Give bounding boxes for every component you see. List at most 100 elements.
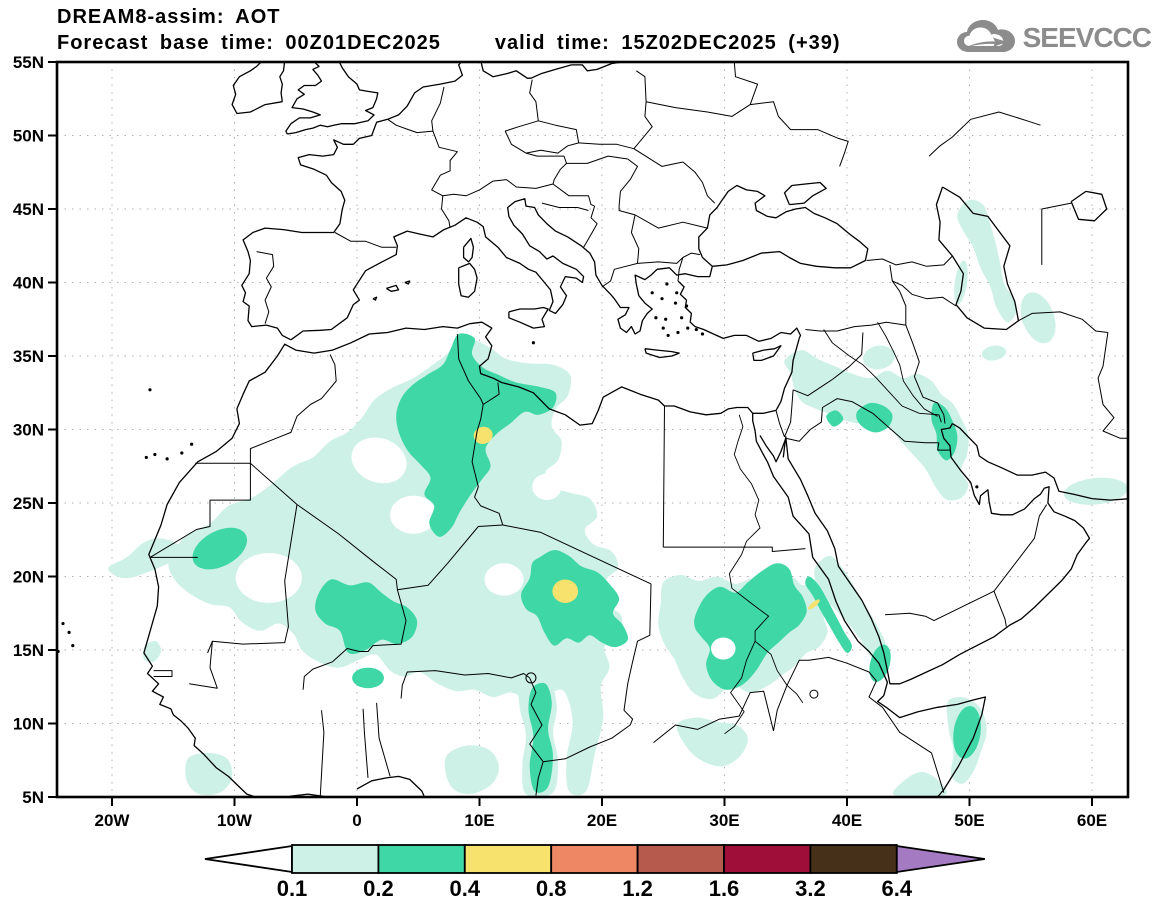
aot-region-0p1 [108, 538, 182, 579]
island-dot [61, 621, 65, 626]
aot-level-0p4-regions [473, 426, 820, 610]
country-border [662, 405, 665, 548]
coastline [644, 348, 680, 359]
coastline [287, 62, 379, 135]
country-border [552, 183, 595, 207]
aot-region-0p1 [814, 555, 887, 664]
island-dot [675, 291, 679, 295]
aot-hole [532, 473, 562, 501]
river [823, 329, 942, 423]
country-border [618, 158, 638, 216]
aot-region-0p1 [957, 199, 1017, 323]
country-border [889, 264, 907, 326]
island-dot [190, 442, 194, 446]
lon-tick-label: 30E [709, 811, 739, 830]
coastline [952, 423, 1128, 501]
island-dot [664, 317, 668, 321]
seevccc-logo: SEEVCCC [955, 16, 1152, 60]
country-border [431, 86, 445, 132]
lon-tick-label: 20E [587, 811, 617, 830]
country-border [866, 255, 953, 267]
island-dot [153, 452, 157, 457]
coastline [356, 775, 425, 797]
aot-region-0p1 [1020, 292, 1056, 344]
aot-region-0p1 [1063, 477, 1128, 505]
aot-region-0p2 [953, 706, 981, 759]
coastline [231, 62, 283, 115]
country-border [646, 101, 849, 167]
legend-value-label: 0.1 [277, 876, 308, 901]
country-border [601, 262, 638, 288]
aot-region-0p2 [192, 527, 248, 570]
plot-titles: DREAM8-assim: AOT Forecast base time: 00… [57, 6, 841, 55]
island-dot [673, 301, 678, 305]
aot-region-0p1 [893, 771, 947, 797]
island-dot [694, 327, 698, 332]
lat-tick-label: 55N [13, 53, 44, 72]
cloud-icon [956, 20, 1015, 52]
aot-region-0p2 [826, 410, 844, 427]
country-border [937, 442, 950, 451]
island-dot [165, 457, 169, 461]
aot-region-0p4 [808, 599, 820, 610]
valid-time: valid time: 15Z02DEC2025 (+39) [494, 32, 841, 54]
coastline [462, 237, 475, 263]
country-border [630, 214, 640, 264]
legend-value-label: 6.4 [882, 876, 913, 901]
island-dot [684, 304, 689, 308]
coastline [143, 321, 800, 797]
country-border [1041, 202, 1072, 265]
country-border [400, 670, 530, 699]
island-dot [67, 630, 71, 634]
lat-tick-label: 50N [13, 127, 44, 146]
country-border [456, 333, 484, 405]
country-border [334, 232, 397, 248]
small-islands [57, 282, 979, 699]
aot-hole [235, 552, 302, 603]
aot-region-0p1 [954, 260, 968, 305]
aot-hole [351, 437, 407, 484]
lon-tick-label: 10W [217, 811, 253, 830]
river [877, 321, 938, 417]
country-border [250, 462, 503, 591]
country-border [634, 214, 708, 229]
country-border [623, 583, 652, 726]
country-border [376, 702, 391, 777]
island-dot [71, 643, 75, 648]
lake-tana [809, 689, 819, 699]
aot-region-0p2 [869, 644, 891, 682]
country-border [302, 589, 407, 690]
legend-cell [636, 844, 725, 874]
country-border [733, 62, 759, 105]
country-border [928, 111, 1041, 157]
country-border [884, 590, 1007, 627]
country-border [663, 546, 806, 552]
legend-cell [291, 844, 380, 874]
legend-cell [377, 844, 466, 874]
aot-region-0p2 [805, 576, 852, 653]
coastline [241, 62, 464, 341]
coastline [759, 435, 787, 463]
aot-region-0p1 [863, 345, 895, 370]
country-border [387, 118, 458, 229]
island-dot [650, 291, 654, 295]
aot-hole [390, 495, 437, 534]
aot-region-0p1 [185, 752, 233, 796]
country-border [637, 252, 701, 264]
country-border [653, 690, 774, 743]
country-border [882, 707, 945, 793]
coastline [677, 280, 802, 342]
coastline [290, 184, 869, 341]
country-border [993, 504, 1048, 592]
island-dot [666, 333, 670, 338]
island-dot [148, 388, 152, 392]
coastline [404, 280, 411, 285]
country-border [905, 324, 946, 424]
aot-hole [711, 637, 736, 660]
lon-tick-label: 50E [954, 811, 984, 830]
country-border [633, 148, 684, 167]
lat-tick-label: 10N [13, 715, 44, 734]
coastline [754, 430, 987, 797]
country-border [785, 398, 939, 444]
coastline [279, 62, 286, 102]
